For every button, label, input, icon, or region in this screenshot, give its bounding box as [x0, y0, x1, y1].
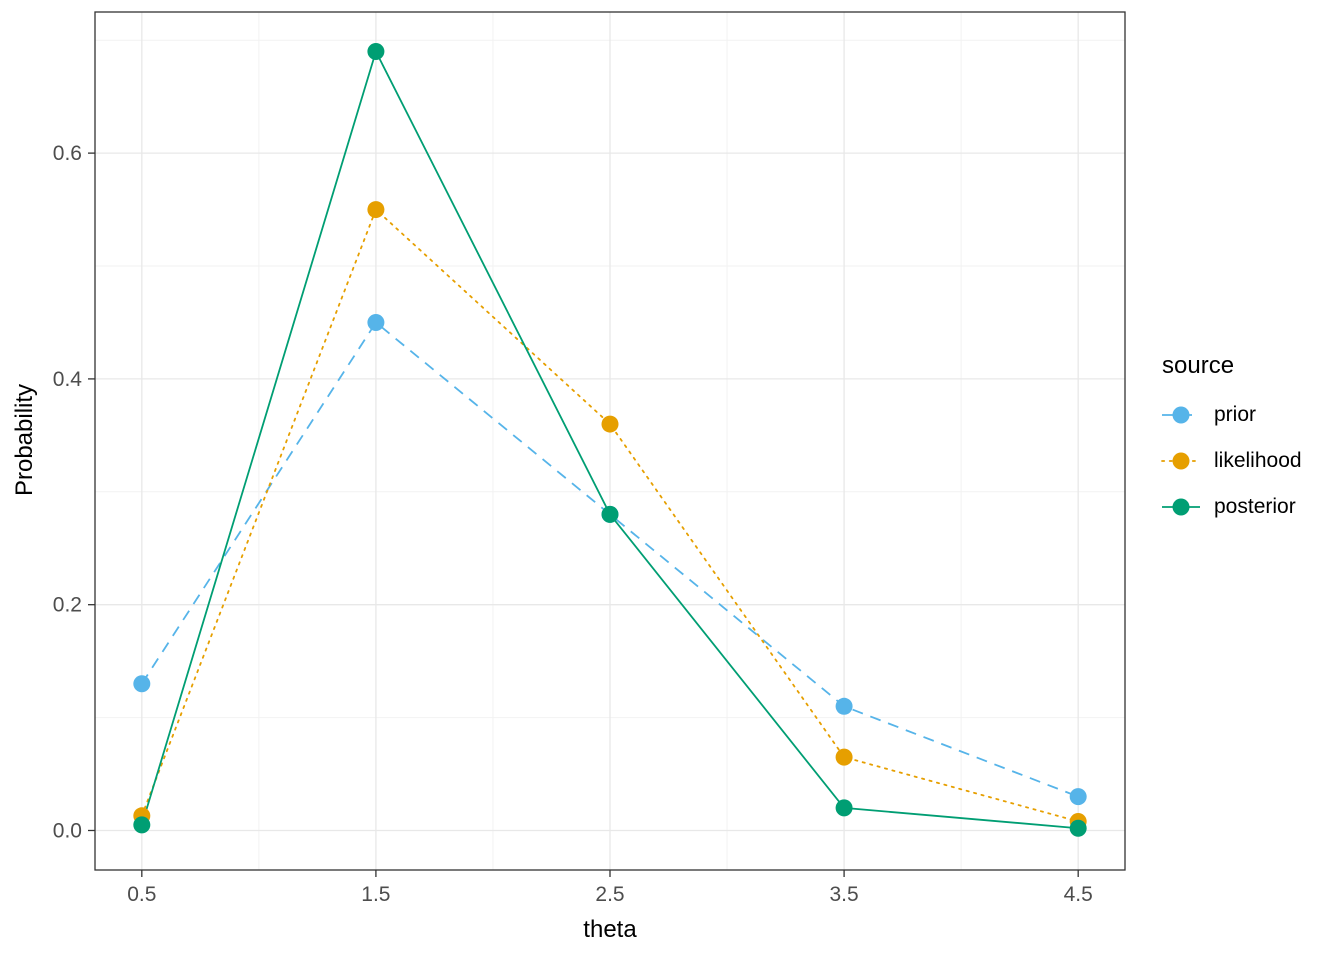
- data-point-prior: [367, 313, 385, 331]
- y-tick-label: 0.2: [53, 594, 82, 617]
- x-tick-label: 2.5: [595, 883, 624, 906]
- data-point-posterior: [1069, 819, 1087, 837]
- data-point-posterior: [133, 816, 151, 834]
- legend-item-posterior: posterior: [1160, 484, 1302, 530]
- legend-key-posterior-icon: [1162, 498, 1200, 516]
- legend-label-likelihood: likelihood: [1214, 449, 1302, 472]
- y-axis-title: Probability: [11, 383, 38, 497]
- x-tick-label: 1.5: [361, 883, 390, 906]
- series-line-likelihood: [140, 208, 1080, 823]
- data-point-posterior: [601, 505, 619, 523]
- legend-label-posterior: posterior: [1214, 495, 1296, 518]
- x-tick-label: 4.5: [1064, 883, 1093, 906]
- y-tick-label: 0.4: [53, 368, 83, 391]
- data-point-prior: [133, 675, 151, 693]
- data-point-prior: [835, 697, 853, 715]
- x-tick-label: 3.5: [829, 883, 858, 906]
- data-point-likelihood: [601, 415, 619, 433]
- x-tick-label: 0.5: [127, 883, 156, 906]
- y-tick-label: 0.6: [53, 142, 82, 165]
- data-point-likelihood: [835, 748, 853, 766]
- legend-key-likelihood-icon: [1161, 452, 1201, 470]
- legend-item-prior: prior: [1160, 392, 1302, 438]
- series-line-prior: [141, 321, 1079, 798]
- legend: source prior likelihood posterior: [1160, 352, 1302, 530]
- legend-item-likelihood: likelihood: [1160, 438, 1302, 484]
- legend-title: source: [1162, 352, 1235, 379]
- x-axis-title: theta: [583, 916, 637, 943]
- data-point-likelihood: [367, 201, 385, 219]
- data-point-posterior: [835, 799, 853, 817]
- legend-key-prior-icon: [1162, 406, 1200, 424]
- data-point-prior: [1069, 788, 1087, 806]
- y-tick-label: 0.0: [53, 819, 82, 842]
- legend-label-prior: prior: [1214, 403, 1257, 426]
- data-point-posterior: [367, 43, 385, 61]
